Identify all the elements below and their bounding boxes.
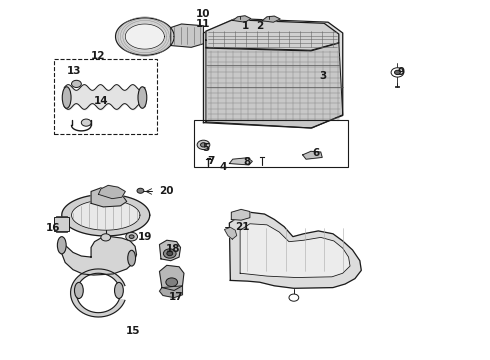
- Polygon shape: [116, 18, 174, 55]
- Polygon shape: [229, 212, 361, 288]
- Circle shape: [289, 294, 299, 301]
- Text: 12: 12: [91, 51, 106, 61]
- Polygon shape: [62, 237, 137, 275]
- Circle shape: [126, 232, 138, 241]
- Ellipse shape: [115, 282, 123, 298]
- Polygon shape: [71, 269, 125, 317]
- Circle shape: [163, 249, 176, 258]
- Polygon shape: [233, 16, 251, 22]
- Polygon shape: [206, 42, 343, 128]
- Circle shape: [72, 80, 81, 87]
- Text: 9: 9: [398, 67, 405, 77]
- Polygon shape: [303, 151, 322, 159]
- Ellipse shape: [138, 87, 147, 108]
- Circle shape: [391, 68, 404, 77]
- Polygon shape: [240, 224, 350, 278]
- Ellipse shape: [74, 282, 83, 298]
- Bar: [56, 216, 67, 217]
- Polygon shape: [91, 188, 127, 207]
- Text: 17: 17: [169, 292, 184, 302]
- Polygon shape: [98, 185, 125, 199]
- Circle shape: [137, 188, 144, 193]
- Text: 18: 18: [166, 244, 180, 254]
- Polygon shape: [203, 19, 343, 128]
- Circle shape: [167, 251, 172, 256]
- Ellipse shape: [128, 250, 136, 266]
- Circle shape: [81, 119, 91, 126]
- Text: 2: 2: [256, 21, 263, 31]
- Circle shape: [101, 234, 111, 241]
- Text: 3: 3: [319, 71, 327, 81]
- Circle shape: [129, 235, 134, 238]
- Polygon shape: [224, 227, 237, 239]
- Text: 8: 8: [244, 157, 251, 167]
- Polygon shape: [171, 24, 203, 47]
- Text: 14: 14: [94, 96, 108, 106]
- Text: 15: 15: [125, 326, 140, 336]
- Bar: [54, 217, 69, 231]
- Text: 7: 7: [207, 156, 215, 166]
- Polygon shape: [159, 286, 182, 298]
- Bar: [194, 120, 347, 167]
- Circle shape: [394, 70, 400, 75]
- Polygon shape: [229, 158, 252, 165]
- Text: 11: 11: [196, 19, 211, 29]
- Text: 20: 20: [160, 186, 174, 197]
- Polygon shape: [159, 240, 180, 261]
- Text: 6: 6: [312, 148, 319, 158]
- Text: 1: 1: [242, 21, 248, 31]
- Text: 21: 21: [235, 222, 249, 232]
- Polygon shape: [159, 265, 184, 291]
- Text: 13: 13: [67, 66, 81, 76]
- Text: 16: 16: [46, 224, 61, 233]
- Text: 5: 5: [202, 143, 210, 153]
- Polygon shape: [231, 210, 250, 220]
- Circle shape: [166, 278, 177, 287]
- Circle shape: [197, 140, 210, 149]
- Text: 4: 4: [220, 162, 227, 172]
- Polygon shape: [206, 20, 339, 51]
- Bar: [54, 59, 157, 134]
- Polygon shape: [72, 200, 140, 230]
- Text: 10: 10: [196, 9, 211, 19]
- Ellipse shape: [57, 237, 66, 254]
- Circle shape: [200, 143, 206, 147]
- Polygon shape: [125, 24, 164, 49]
- Text: 19: 19: [138, 232, 152, 242]
- Ellipse shape: [62, 87, 71, 108]
- Bar: [56, 230, 67, 232]
- Polygon shape: [262, 16, 280, 22]
- Polygon shape: [62, 194, 150, 236]
